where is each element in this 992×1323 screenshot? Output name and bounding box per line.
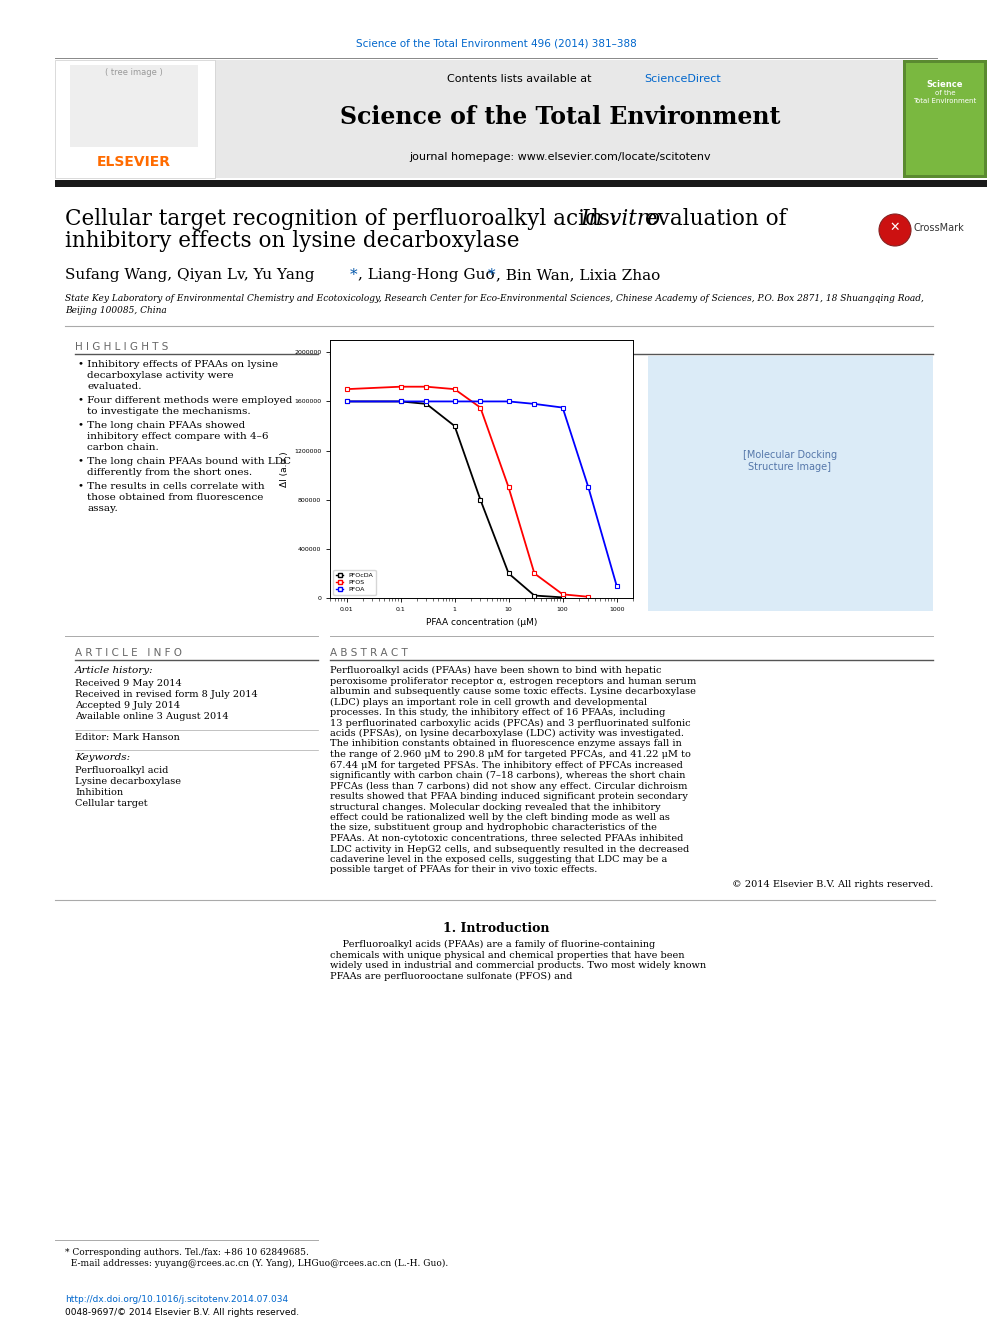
Text: The inhibition constants obtained in fluorescence enzyme assays fall in: The inhibition constants obtained in flu…: [330, 740, 682, 749]
Text: CrossMark: CrossMark: [913, 224, 964, 233]
Bar: [648, 356, 933, 611]
Text: processes. In this study, the inhibitory effect of 16 PFAAs, including: processes. In this study, the inhibitory…: [330, 708, 666, 717]
Text: Science of the Total Environment 496 (2014) 381–388: Science of the Total Environment 496 (20…: [355, 38, 637, 48]
Text: Received in revised form 8 July 2014: Received in revised form 8 July 2014: [75, 691, 258, 699]
Bar: [55, 180, 987, 187]
Text: Perfluoroalkyl acids (PFAAs) are a family of fluorine-containing: Perfluoroalkyl acids (PFAAs) are a famil…: [330, 941, 656, 949]
Text: Perfluoroalkyl acids (PFAAs) have been shown to bind with hepatic: Perfluoroalkyl acids (PFAAs) have been s…: [330, 665, 662, 675]
Text: peroxisome proliferator receptor α, estrogen receptors and human serum: peroxisome proliferator receptor α, estr…: [330, 676, 696, 685]
Text: Sufang Wang, Qiyan Lv, Yu Yang: Sufang Wang, Qiyan Lv, Yu Yang: [65, 269, 319, 282]
Text: PFAAs are perfluorooctane sulfonate (PFOS) and: PFAAs are perfluorooctane sulfonate (PFO…: [330, 971, 572, 980]
Text: [Molecular Docking
Structure Image]: [Molecular Docking Structure Image]: [743, 450, 837, 471]
Text: of the: of the: [934, 90, 955, 97]
Text: Editor: Mark Hanson: Editor: Mark Hanson: [75, 733, 180, 742]
Text: , Bin Wan, Lixia Zhao: , Bin Wan, Lixia Zhao: [496, 269, 661, 282]
Text: Received 9 May 2014: Received 9 May 2014: [75, 679, 182, 688]
Text: cadaverine level in the exposed cells, suggesting that LDC may be a: cadaverine level in the exposed cells, s…: [330, 855, 668, 864]
Text: Contents lists available at: Contents lists available at: [447, 74, 595, 83]
Text: Perfluoroalkyl acid: Perfluoroalkyl acid: [75, 766, 169, 775]
Text: ✕: ✕: [890, 221, 901, 234]
Text: ScienceDirect: ScienceDirect: [644, 74, 721, 83]
Text: inhibitory effect compare with 4–6: inhibitory effect compare with 4–6: [87, 433, 269, 441]
Text: *: *: [350, 269, 358, 282]
Text: A R T I C L E   I N F O: A R T I C L E I N F O: [75, 648, 182, 658]
Text: Available online 3 August 2014: Available online 3 August 2014: [75, 712, 228, 721]
Text: (LDC) plays an important role in cell growth and developmental: (LDC) plays an important role in cell gr…: [330, 697, 647, 706]
Text: evaluated.: evaluated.: [87, 382, 142, 392]
Text: carbon chain.: carbon chain.: [87, 443, 159, 452]
Text: 0048-9697/© 2014 Elsevier B.V. All rights reserved.: 0048-9697/© 2014 Elsevier B.V. All right…: [65, 1308, 300, 1316]
Text: Science: Science: [927, 79, 963, 89]
Text: • The long chain PFAAs bound with LDC: • The long chain PFAAs bound with LDC: [78, 456, 291, 466]
Y-axis label: ΔI (a.u.): ΔI (a.u.): [280, 451, 289, 487]
Text: 13 perfluorinated carboxylic acids (PFCAs) and 3 perfluorinated sulfonic: 13 perfluorinated carboxylic acids (PFCA…: [330, 718, 690, 728]
Text: albumin and subsequently cause some toxic effects. Lysine decarboxylase: albumin and subsequently cause some toxi…: [330, 687, 695, 696]
Text: ELSEVIER: ELSEVIER: [97, 155, 171, 169]
Text: http://dx.doi.org/10.1016/j.scitotenv.2014.07.034: http://dx.doi.org/10.1016/j.scitotenv.20…: [65, 1295, 288, 1304]
Text: Science of the Total Environment: Science of the Total Environment: [340, 105, 780, 130]
Text: Keywords:: Keywords:: [75, 753, 130, 762]
Text: 1. Introduction: 1. Introduction: [442, 922, 550, 935]
Text: the range of 2.960 μM to 290.8 μM for targeted PFCAs, and 41.22 μM to: the range of 2.960 μM to 290.8 μM for ta…: [330, 750, 690, 759]
Text: inhibitory effects on lysine decarboxylase: inhibitory effects on lysine decarboxyla…: [65, 230, 520, 251]
Text: journal homepage: www.elsevier.com/locate/scitotenv: journal homepage: www.elsevier.com/locat…: [409, 152, 711, 161]
Bar: [903, 60, 987, 179]
Text: effect could be rationalized well by the cleft binding mode as well as: effect could be rationalized well by the…: [330, 814, 670, 822]
Text: ( tree image ): ( tree image ): [105, 67, 163, 77]
Circle shape: [879, 214, 911, 246]
Text: PFAAs. At non-cytotoxic concentrations, three selected PFAAs inhibited: PFAAs. At non-cytotoxic concentrations, …: [330, 833, 683, 843]
Text: structural changes. Molecular docking revealed that the inhibitory: structural changes. Molecular docking re…: [330, 803, 661, 811]
Bar: [215, 60, 903, 179]
Text: to investigate the mechanisms.: to investigate the mechanisms.: [87, 407, 251, 415]
Text: Cellular target recognition of perfluoroalkyl acids:: Cellular target recognition of perfluoro…: [65, 208, 624, 230]
Text: results showed that PFAA binding induced significant protein secondary: results showed that PFAA binding induced…: [330, 792, 687, 800]
Text: *: *: [488, 269, 496, 282]
Text: , Liang-Hong Guo: , Liang-Hong Guo: [358, 269, 500, 282]
Bar: [880, 210, 955, 250]
Text: G R A P H I C A L   A B S T R A C T: G R A P H I C A L A B S T R A C T: [330, 343, 503, 352]
Text: A B S T R A C T: A B S T R A C T: [330, 648, 408, 658]
Text: Inhibition: Inhibition: [75, 789, 123, 796]
X-axis label: PFAA concentration (μM): PFAA concentration (μM): [426, 618, 538, 627]
Text: PFCAs (less than 7 carbons) did not show any effect. Circular dichroism: PFCAs (less than 7 carbons) did not show…: [330, 782, 687, 791]
Text: • Inhibitory effects of PFAAs on lysine: • Inhibitory effects of PFAAs on lysine: [78, 360, 278, 369]
Text: In vitro: In vitro: [580, 208, 660, 230]
Text: the size, substituent group and hydrophobic characteristics of the: the size, substituent group and hydropho…: [330, 823, 657, 832]
Text: acids (PFSAs), on lysine decarboxylase (LDC) activity was investigated.: acids (PFSAs), on lysine decarboxylase (…: [330, 729, 684, 738]
Text: assay.: assay.: [87, 504, 118, 513]
Text: possible target of PFAAs for their in vivo toxic effects.: possible target of PFAAs for their in vi…: [330, 865, 597, 875]
Text: significantly with carbon chain (7–18 carbons), whereas the short chain: significantly with carbon chain (7–18 ca…: [330, 771, 685, 781]
Text: Total Environment: Total Environment: [914, 98, 977, 105]
Text: • The results in cells correlate with: • The results in cells correlate with: [78, 482, 265, 491]
Text: evaluation of: evaluation of: [638, 208, 787, 230]
Text: Beijing 100085, China: Beijing 100085, China: [65, 306, 167, 315]
Text: © 2014 Elsevier B.V. All rights reserved.: © 2014 Elsevier B.V. All rights reserved…: [732, 880, 933, 889]
Text: * Corresponding authors. Tel./fax: +86 10 62849685.: * Corresponding authors. Tel./fax: +86 1…: [65, 1248, 309, 1257]
Text: • Four different methods were employed: • Four different methods were employed: [78, 396, 293, 405]
Text: E-mail addresses: yuyang@rcees.ac.cn (Y. Yang), LHGuo@rcees.ac.cn (L.-H. Guo).: E-mail addresses: yuyang@rcees.ac.cn (Y.…: [65, 1259, 448, 1269]
Text: State Key Laboratory of Environmental Chemistry and Ecotoxicology, Research Cent: State Key Laboratory of Environmental Ch…: [65, 294, 924, 303]
Text: Article history:: Article history:: [75, 665, 154, 675]
Bar: [55, 60, 215, 179]
Text: Cellular target: Cellular target: [75, 799, 148, 808]
Text: those obtained from fluorescence: those obtained from fluorescence: [87, 493, 263, 501]
Text: differently from the short ones.: differently from the short ones.: [87, 468, 252, 478]
Bar: [906, 64, 984, 175]
Text: decarboxylase activity were: decarboxylase activity were: [87, 370, 234, 380]
Text: widely used in industrial and commercial products. Two most widely known: widely used in industrial and commercial…: [330, 960, 706, 970]
Bar: [70, 65, 198, 147]
Text: H I G H L I G H T S: H I G H L I G H T S: [75, 343, 169, 352]
Text: • The long chain PFAAs showed: • The long chain PFAAs showed: [78, 421, 245, 430]
Text: LDC activity in HepG2 cells, and subsequently resulted in the decreased: LDC activity in HepG2 cells, and subsequ…: [330, 844, 689, 853]
Text: chemicals with unique physical and chemical properties that have been: chemicals with unique physical and chemi…: [330, 950, 684, 959]
Text: 67.44 μM for targeted PFSAs. The inhibitory effect of PFCAs increased: 67.44 μM for targeted PFSAs. The inhibit…: [330, 761, 682, 770]
Text: Lysine decarboxylase: Lysine decarboxylase: [75, 777, 181, 786]
Text: Accepted 9 July 2014: Accepted 9 July 2014: [75, 701, 181, 710]
Legend: PFOcDA, PFOS, PFOA: PFOcDA, PFOS, PFOA: [333, 570, 376, 595]
